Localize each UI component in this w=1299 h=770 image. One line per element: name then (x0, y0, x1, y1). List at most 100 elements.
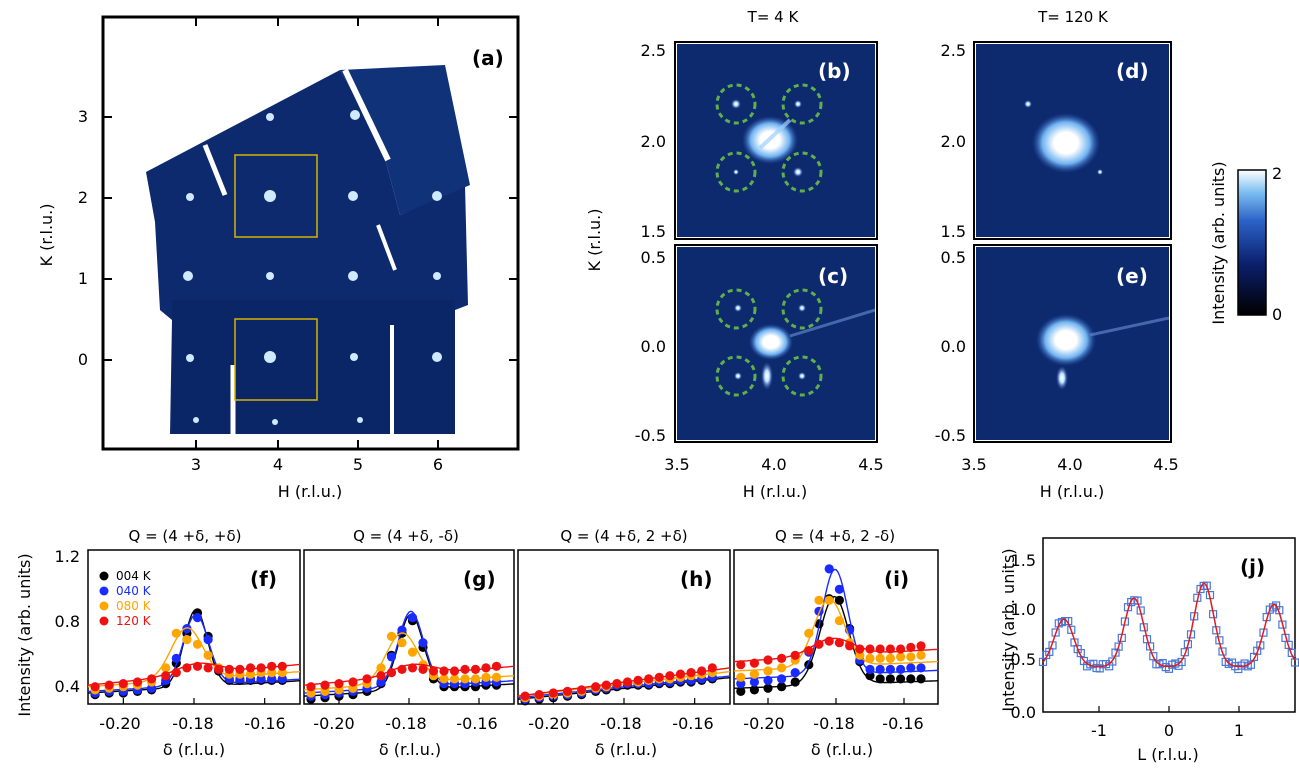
data-point (182, 635, 192, 645)
data-point (376, 677, 386, 687)
g-xtick: -0.18 (385, 714, 426, 733)
map-b-label: (b) (818, 59, 851, 83)
i-title: Q = (4 +δ, 2 -δ) (775, 527, 895, 545)
map-ytick: 0.5 (641, 248, 666, 267)
f-xtick: -0.18 (172, 714, 213, 733)
data-point (147, 683, 157, 693)
data-point (407, 647, 418, 657)
map-d: (d) (976, 44, 1169, 237)
a-xtick: 3 (191, 455, 201, 474)
data-point (481, 663, 491, 673)
data-point (235, 664, 245, 675)
map-xlabel-left: H (r.l.u.) (743, 482, 808, 501)
f-plot (87, 608, 301, 704)
h-plot (517, 663, 731, 706)
data-point (824, 564, 834, 574)
a-xlabel: H (r.l.u.) (278, 482, 343, 501)
data-point (906, 652, 916, 662)
f-title: Q = (4 +δ, +δ) (129, 527, 242, 545)
data-point (362, 674, 372, 684)
data-point (644, 674, 654, 684)
data-point (855, 644, 865, 654)
h-xtick: -0.18 (600, 714, 641, 733)
data-point (277, 668, 287, 678)
a-ytick: 2 (78, 188, 88, 207)
h-label: (h) (680, 567, 713, 591)
data-point (418, 664, 428, 675)
panel-a-bragg-spots (183, 110, 442, 425)
g-label: (g) (463, 567, 496, 591)
data-point (686, 668, 696, 678)
j-data-point (1114, 642, 1123, 651)
panel-g: Q = (4 +δ, -δ) (g) -0.20 -0.18 -0.16 δ (… (303, 527, 515, 759)
data-point (790, 650, 800, 660)
data-point (865, 644, 875, 654)
data-point (834, 616, 845, 626)
a-xtick: 4 (273, 455, 283, 474)
f-ytick: 1.2 (55, 547, 80, 566)
data-point (675, 669, 686, 679)
data-point (491, 672, 502, 682)
data-point (397, 638, 407, 648)
data-point (790, 668, 800, 678)
panel-a-map (146, 65, 470, 434)
colorbar-max: 2 (1272, 164, 1282, 183)
data-point (306, 682, 316, 692)
yellow-box-upper (234, 154, 318, 238)
i-xtick: -0.20 (743, 714, 784, 733)
data-point (90, 682, 100, 692)
data-point (814, 595, 824, 605)
linecuts: Intensity (arb. units) 1.2 0.8 0.4 Q = (… (15, 527, 939, 759)
data-point (182, 663, 192, 673)
data-point (470, 674, 481, 684)
map-e: (e) (976, 247, 1169, 440)
legend-080k: 080 K (116, 599, 152, 613)
data-point (749, 658, 760, 668)
legend: 004 K 040 K 080 K 120 K (99, 569, 152, 628)
h-xtick: -0.20 (528, 714, 569, 733)
data-point (192, 639, 203, 649)
panel-i: Q = (4 +δ, 2 -δ) (i) -0.20 -0.18 -0.16 δ… (733, 527, 939, 759)
data-point (654, 672, 664, 682)
j-xtick: 1 (1234, 721, 1244, 740)
data-point (320, 686, 330, 697)
data-point (334, 679, 344, 689)
a-ytick: 1 (78, 269, 88, 288)
j-ytick: 0.0 (1011, 703, 1036, 722)
data-point (601, 680, 611, 690)
a-ytick: 3 (78, 107, 88, 126)
data-point (397, 625, 407, 635)
data-point (865, 653, 875, 664)
data-point (460, 674, 470, 684)
yellow-box-lower (234, 318, 318, 401)
data-point (449, 674, 460, 684)
legend-marker-040k (99, 586, 109, 596)
data-point (245, 663, 256, 673)
f-xtick: -0.20 (99, 714, 140, 733)
data-point (777, 663, 787, 673)
j-fit-line (1042, 582, 1296, 668)
f-ylabel: Intensity (arb. units) (15, 553, 34, 716)
j-data-point (1218, 647, 1227, 656)
data-point (906, 642, 916, 653)
j-plot (1038, 581, 1299, 712)
data-point (548, 688, 558, 698)
map-ytick: 1.5 (941, 222, 966, 241)
j-data-point (1202, 581, 1211, 590)
data-point (763, 675, 773, 686)
map-ytick: 2.0 (941, 132, 966, 151)
map-xtick: 4.0 (761, 455, 786, 474)
data-point (885, 664, 896, 675)
panel-a-ticks (103, 17, 518, 449)
data-point (885, 653, 896, 664)
h-title: Q = (4 +δ, 2 +δ) (560, 527, 687, 545)
map-ytick: 1.5 (641, 222, 666, 241)
map-ytick: 2.5 (941, 41, 966, 60)
data-point (520, 691, 530, 701)
g-title: Q = (4 +δ, -δ) (353, 527, 459, 545)
map-title-4k: T= 4 K (747, 8, 800, 26)
j-data-point (1287, 648, 1296, 658)
data-point (736, 679, 746, 689)
data-point (824, 595, 834, 605)
data-point (834, 584, 845, 594)
